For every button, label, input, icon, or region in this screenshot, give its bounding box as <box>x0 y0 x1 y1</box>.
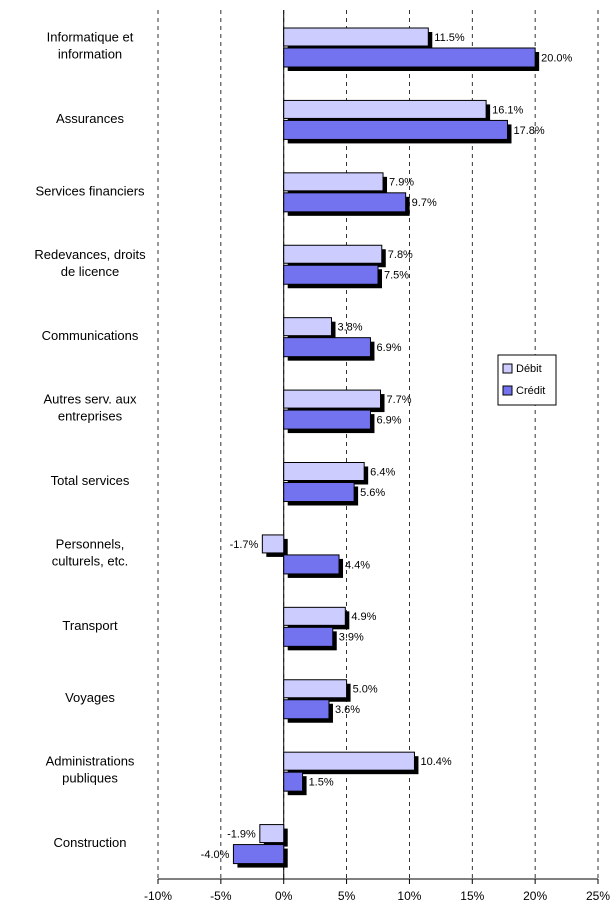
value-label: -1.7% <box>230 539 259 551</box>
value-label: 6.9% <box>376 414 401 426</box>
bar <box>283 751 415 771</box>
category-label: Transport <box>62 618 118 633</box>
value-label: 5.6% <box>360 487 385 499</box>
bar <box>283 172 384 192</box>
bar <box>232 844 285 865</box>
bar <box>283 389 382 409</box>
legend-box <box>497 354 557 406</box>
value-label: -1.9% <box>227 828 256 840</box>
bar <box>283 606 346 626</box>
category-label: Voyages <box>65 690 115 705</box>
category-label: Total services <box>51 473 130 488</box>
bar <box>261 534 285 554</box>
category-label: Services financiers <box>35 183 145 198</box>
value-label: 5.0% <box>353 684 378 696</box>
category-label: Construction <box>54 835 127 850</box>
x-tick-label: -10% <box>144 889 172 903</box>
bar <box>259 824 285 844</box>
x-tick-label: 20% <box>523 889 547 903</box>
x-tick-label: -5% <box>210 889 232 903</box>
value-label: 10.4% <box>420 756 451 768</box>
bar <box>283 27 429 47</box>
bar <box>283 462 365 481</box>
value-label: 16.1% <box>492 104 523 116</box>
value-label: 7.8% <box>388 249 413 261</box>
bar <box>283 409 371 430</box>
value-label: 20.0% <box>541 52 572 64</box>
value-label: 11.5% <box>434 32 465 44</box>
bar <box>283 99 487 119</box>
value-label: 1.5% <box>309 777 334 789</box>
bar <box>283 317 332 337</box>
x-tick-label: 10% <box>397 889 421 903</box>
category-label: Communications <box>42 328 139 343</box>
value-label: 7.9% <box>389 177 414 189</box>
value-label: 4.4% <box>345 559 370 571</box>
value-label: 17.8% <box>513 125 544 137</box>
legend-label: Crédit <box>516 385 545 397</box>
category-label: Personnels, culturels, etc. <box>52 537 129 569</box>
category-label: Redevances, droits de licence <box>34 247 146 279</box>
value-label: 6.4% <box>370 466 395 478</box>
bar <box>283 192 407 213</box>
value-label: 3.9% <box>339 632 364 644</box>
x-tick-label: 25% <box>586 889 610 903</box>
bar <box>283 337 371 358</box>
bar <box>283 264 379 285</box>
bar <box>283 244 383 264</box>
x-tick-label: 5% <box>338 889 356 903</box>
bar <box>283 699 330 720</box>
bar <box>283 554 340 575</box>
category-label: Assurances <box>56 111 124 126</box>
x-tick-label: 0% <box>275 889 293 903</box>
bar <box>283 626 334 647</box>
value-label: 3.6% <box>335 704 360 716</box>
legend-label: Débit <box>516 363 542 375</box>
bar <box>283 771 304 792</box>
value-label: 3.8% <box>337 322 362 334</box>
value-label: 7.5% <box>384 270 409 282</box>
bar <box>283 47 536 68</box>
bar <box>283 679 348 699</box>
bar <box>283 482 355 502</box>
category-label: Administrations publiques <box>46 754 135 786</box>
value-label: 9.7% <box>412 197 437 209</box>
value-label: 6.9% <box>376 342 401 354</box>
legend-swatch <box>502 385 513 396</box>
bar <box>283 119 508 140</box>
value-label: 7.7% <box>387 394 412 406</box>
x-tick-label: 15% <box>460 889 484 903</box>
value-label: -4.0% <box>201 849 230 861</box>
legend-swatch <box>502 363 513 374</box>
value-label: 4.9% <box>351 611 376 623</box>
category-label: Autres serv. aux entreprises <box>44 392 137 424</box>
category-label: Informatique et information <box>47 30 134 62</box>
